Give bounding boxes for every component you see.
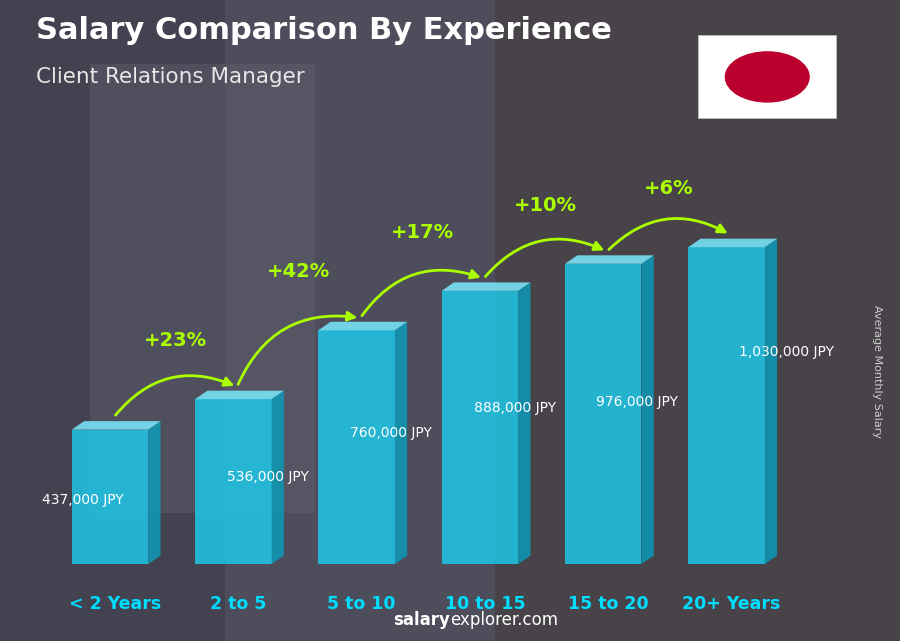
Polygon shape	[688, 247, 765, 564]
Text: Salary Comparison By Experience: Salary Comparison By Experience	[36, 16, 612, 45]
Polygon shape	[688, 238, 777, 247]
Text: 437,000 JPY: 437,000 JPY	[42, 492, 124, 506]
FancyArrowPatch shape	[609, 219, 725, 249]
Text: +6%: +6%	[644, 179, 693, 198]
Polygon shape	[765, 238, 777, 564]
Text: explorer.com: explorer.com	[450, 612, 558, 629]
Text: 1,030,000 JPY: 1,030,000 JPY	[739, 345, 834, 359]
Text: 760,000 JPY: 760,000 JPY	[350, 426, 432, 440]
Text: Average Monthly Salary: Average Monthly Salary	[872, 305, 883, 438]
Text: 10 to 15: 10 to 15	[445, 595, 526, 613]
Polygon shape	[148, 421, 160, 564]
Polygon shape	[272, 391, 284, 564]
Text: +23%: +23%	[144, 331, 207, 351]
Text: +42%: +42%	[267, 262, 330, 281]
Text: 20+ Years: 20+ Years	[682, 595, 780, 613]
Text: Client Relations Manager: Client Relations Manager	[36, 67, 305, 87]
Polygon shape	[518, 283, 530, 564]
Polygon shape	[319, 322, 407, 330]
Polygon shape	[565, 264, 642, 564]
Text: < 2 Years: < 2 Years	[68, 595, 161, 613]
FancyArrowPatch shape	[115, 376, 231, 415]
Bar	[495, 0, 900, 641]
Polygon shape	[195, 391, 284, 399]
Text: 5 to 10: 5 to 10	[328, 595, 396, 613]
Polygon shape	[442, 291, 518, 564]
Text: +17%: +17%	[391, 223, 454, 242]
Polygon shape	[565, 255, 653, 264]
FancyArrowPatch shape	[238, 312, 355, 385]
Text: 536,000 JPY: 536,000 JPY	[227, 470, 309, 484]
FancyArrowPatch shape	[362, 270, 478, 315]
FancyArrowPatch shape	[485, 239, 601, 276]
Polygon shape	[642, 255, 653, 564]
Circle shape	[725, 52, 809, 102]
Polygon shape	[442, 283, 530, 291]
Polygon shape	[395, 322, 407, 564]
Text: 976,000 JPY: 976,000 JPY	[596, 395, 678, 409]
Polygon shape	[72, 421, 160, 429]
Text: 15 to 20: 15 to 20	[568, 595, 649, 613]
Polygon shape	[319, 330, 395, 564]
Bar	[90, 64, 315, 513]
Text: +10%: +10%	[514, 196, 577, 215]
Text: 2 to 5: 2 to 5	[210, 595, 266, 613]
Text: salary: salary	[393, 612, 450, 629]
Polygon shape	[72, 429, 148, 564]
Text: 888,000 JPY: 888,000 JPY	[473, 401, 556, 415]
Polygon shape	[195, 399, 272, 564]
Bar	[0, 0, 225, 641]
FancyBboxPatch shape	[698, 35, 837, 119]
